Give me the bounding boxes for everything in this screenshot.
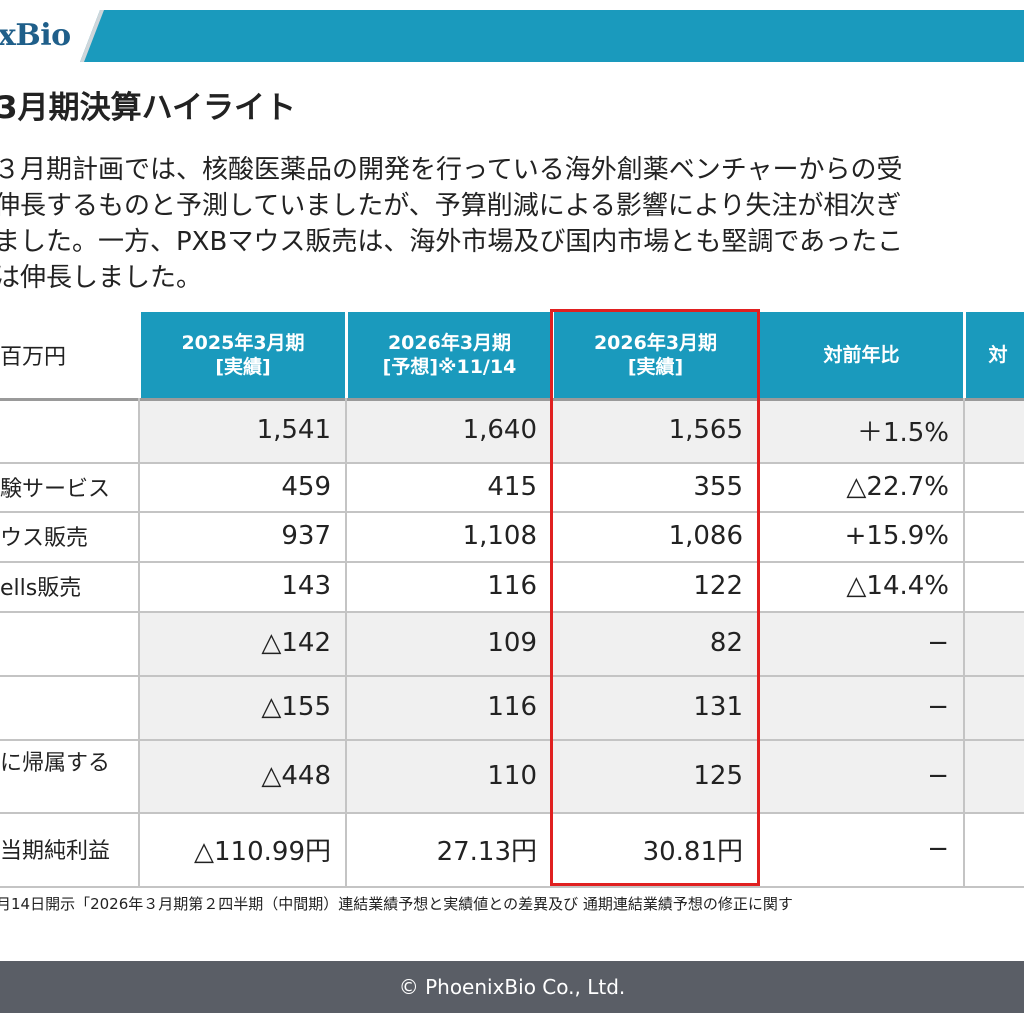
table-cell: 109 [487, 628, 537, 658]
grid-line [0, 739, 1024, 741]
column-header-line1: 2026年3月期 [593, 332, 718, 354]
table-row [138, 398, 1024, 462]
column-header: 対前年比 [760, 312, 963, 398]
page-title: 3月期決算ハイライト [0, 90, 296, 126]
table-cell [963, 739, 1024, 812]
table-cell: 355 [693, 471, 743, 502]
table-cell: △110.99円 [194, 836, 331, 867]
table-cell: 110 [487, 760, 537, 791]
intro-paragraph: ３月期計画では、核酸医薬品の開発を行っている海外創薬ベンチャーからの受 伸長する… [0, 152, 1024, 296]
row-label: ウス販売 [0, 526, 89, 551]
table-cell: 1,541 [256, 415, 331, 445]
table-row [138, 611, 1024, 675]
table-cell: 116 [487, 571, 537, 601]
table-cell: 143 [281, 571, 331, 601]
grid-line [757, 398, 759, 886]
table-cell: △22.7% [846, 471, 949, 502]
row-label [0, 675, 134, 739]
row-label: ells販売 [0, 576, 82, 601]
table-cell [963, 462, 1024, 511]
grid-line [0, 675, 1024, 677]
table-cell: 1,640 [462, 415, 537, 445]
table-cell [963, 511, 1024, 561]
grid-line [963, 398, 965, 886]
column-header: 2025年3月期 [実績] [141, 312, 345, 398]
table-cell: △142 [261, 628, 331, 658]
table-cell: 30.81円 [642, 836, 743, 867]
table-cell: +15.9% [844, 521, 949, 551]
intro-line: は伸長しました。 [0, 263, 203, 293]
intro-line: 伸長するものと予測していましたが、予算削減による影響により失注が相次ぎ [0, 191, 902, 221]
table-row [138, 561, 1024, 611]
table-cell: 1,565 [668, 415, 743, 445]
table-cell: − [927, 628, 949, 658]
unit-label: 百万円 [0, 345, 67, 370]
grid-line [0, 611, 1024, 613]
copyright-text: © PhoenixBio Co., Ltd. [398, 975, 626, 999]
grid-line [138, 398, 140, 886]
grid-line [0, 886, 1024, 888]
table-row [138, 675, 1024, 739]
grid-line [0, 462, 1024, 464]
grid-line [345, 398, 347, 886]
table-cell: 125 [693, 760, 743, 791]
table-row [138, 462, 1024, 511]
table-cell: 82 [709, 628, 743, 658]
table-cell [963, 611, 1024, 675]
grid-line [0, 561, 1024, 563]
grid-line [0, 398, 1024, 401]
table-cell [963, 561, 1024, 611]
table-cell: 116 [487, 692, 537, 722]
column-header: 2026年3月期 [実績] [554, 312, 757, 398]
table-row [138, 511, 1024, 561]
table-cell [963, 398, 1024, 462]
table-cell: 122 [693, 571, 743, 601]
table-cell [963, 675, 1024, 739]
table-cell: 1,108 [462, 521, 537, 551]
grid-line [551, 398, 553, 886]
table-cell: 131 [693, 692, 743, 722]
results-table: 百万円 2025年3月期 [実績] 2026年3月期 [予想]※11/14 2026年3月… [0, 308, 1024, 888]
column-header: 対 [966, 312, 1024, 398]
row-label: 当期純利益 [0, 839, 111, 864]
footnote: 月14日開示「2026年３月期第２四半期（中間期）連結業績予想と実績値との差異及… [0, 895, 793, 913]
column-header-line2: [予想]※11/14 [382, 356, 517, 378]
table-cell: − [927, 760, 949, 791]
company-logo: xBio [0, 18, 71, 53]
table-cell: 459 [281, 471, 331, 502]
intro-line: ました。一方、PXBマウス販売は、海外市場及び国内市場とも堅調であったこ [0, 227, 904, 257]
column-header-line1: 2026年3月期 [387, 332, 512, 354]
table-row [138, 739, 1024, 812]
column-header-line2: [実績] [627, 356, 684, 378]
table-cell: − [927, 692, 949, 722]
footer-bar: © PhoenixBio Co., Ltd. [0, 961, 1024, 1013]
intro-line: ３月期計画では、核酸医薬品の開発を行っている海外創薬ベンチャーからの受 [0, 155, 903, 185]
table-row [138, 812, 1024, 886]
row-label: 験サービス [0, 476, 111, 502]
row-label [0, 398, 134, 462]
table-cell: − [927, 834, 949, 864]
table-cell: △448 [261, 760, 331, 791]
row-label: に帰属する [0, 751, 111, 776]
column-header-line1: 対前年比 [823, 344, 900, 366]
grid-line [0, 812, 1024, 814]
header-bar [0, 10, 1024, 62]
table-cell: 1,086 [668, 521, 743, 551]
table-cell: 27.13円 [436, 836, 537, 867]
grid-line [0, 511, 1024, 513]
table-cell: 415 [487, 471, 537, 502]
column-header-line2: [実績] [215, 356, 271, 378]
table-cell: 937 [281, 521, 331, 551]
column-header-line1: 2025年3月期 [181, 332, 305, 354]
table-cell: △155 [261, 692, 331, 722]
column-header-line1: 対 [988, 344, 1008, 366]
table-cell: ＋1.5% [856, 417, 949, 448]
row-label [0, 611, 134, 675]
column-header: 2026年3月期 [予想]※11/14 [348, 312, 551, 398]
table-cell [963, 812, 1024, 886]
table-cell: △14.4% [846, 571, 949, 601]
